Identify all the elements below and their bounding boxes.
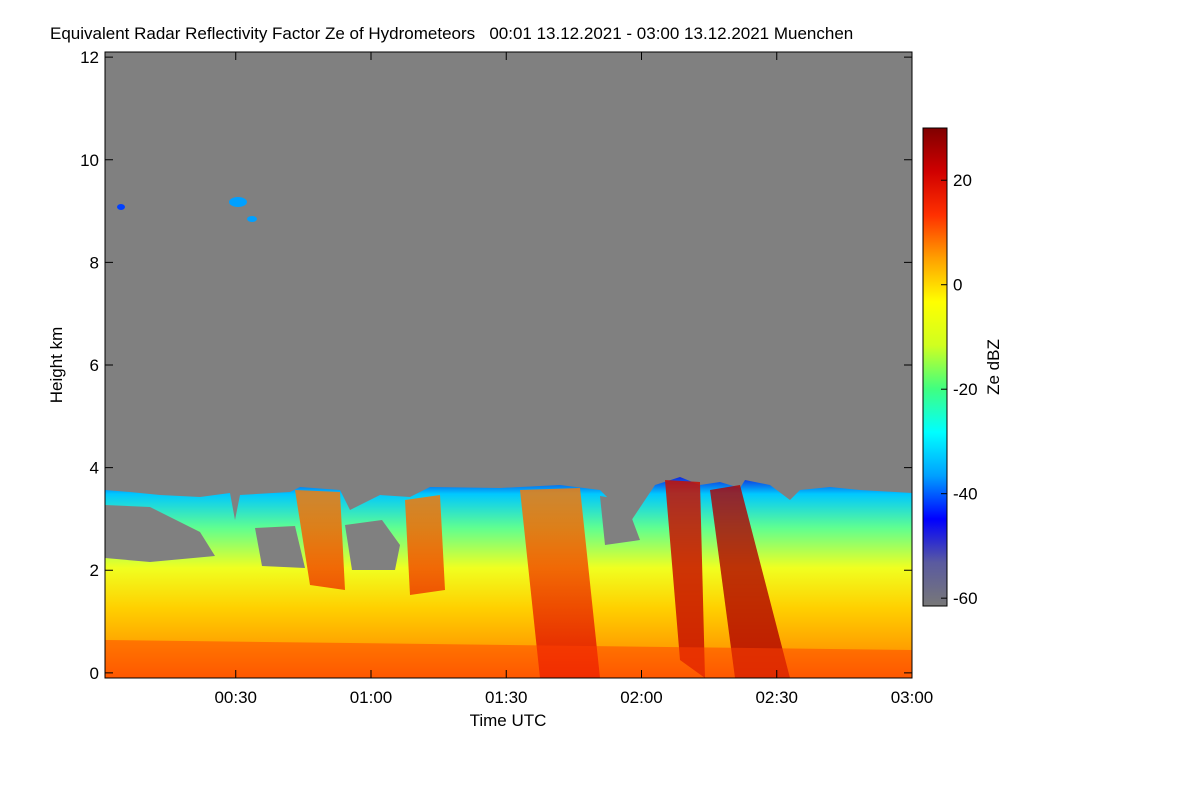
echo [247,216,257,222]
plume [105,640,912,678]
reflectivity-field [105,52,912,678]
gap [600,496,640,545]
y-tick-label: 8 [90,253,99,272]
colorbar-tick-label: 20 [953,171,972,190]
x-tick-label: 03:00 [891,688,934,707]
y-tick-label: 4 [90,459,99,478]
plume [665,480,705,678]
y-tick-label: 10 [80,151,99,170]
x-tick-label: 00:30 [214,688,257,707]
gap [105,505,215,562]
colorbar-label: Ze dBZ [984,339,1003,395]
y-tick-label: 6 [90,356,99,375]
y-tick-label: 0 [90,664,99,683]
y-tick-label: 2 [90,561,99,580]
x-axis-label: Time UTC [470,711,547,730]
plume [520,488,600,678]
colorbar-tick-label: -20 [953,380,978,399]
chart-title: Equivalent Radar Reflectivity Factor Ze … [50,24,853,43]
x-tick-label: 01:30 [485,688,528,707]
plume [710,485,790,678]
colorbar-tick-label: -60 [953,589,978,608]
colorbar [922,127,948,607]
plume [405,495,445,595]
colorbar-tick-label: 0 [953,276,962,295]
echo [117,204,125,210]
y-tick-label: 12 [80,48,99,67]
echo [229,197,247,207]
x-tick-label: 02:30 [755,688,798,707]
y-axis-label: Height km [47,327,66,404]
plume [295,490,345,590]
gap [345,520,400,570]
x-tick-label: 01:00 [350,688,393,707]
x-tick-label: 02:00 [620,688,663,707]
gap [255,526,305,568]
colorbar-tick-label: -40 [953,485,978,504]
